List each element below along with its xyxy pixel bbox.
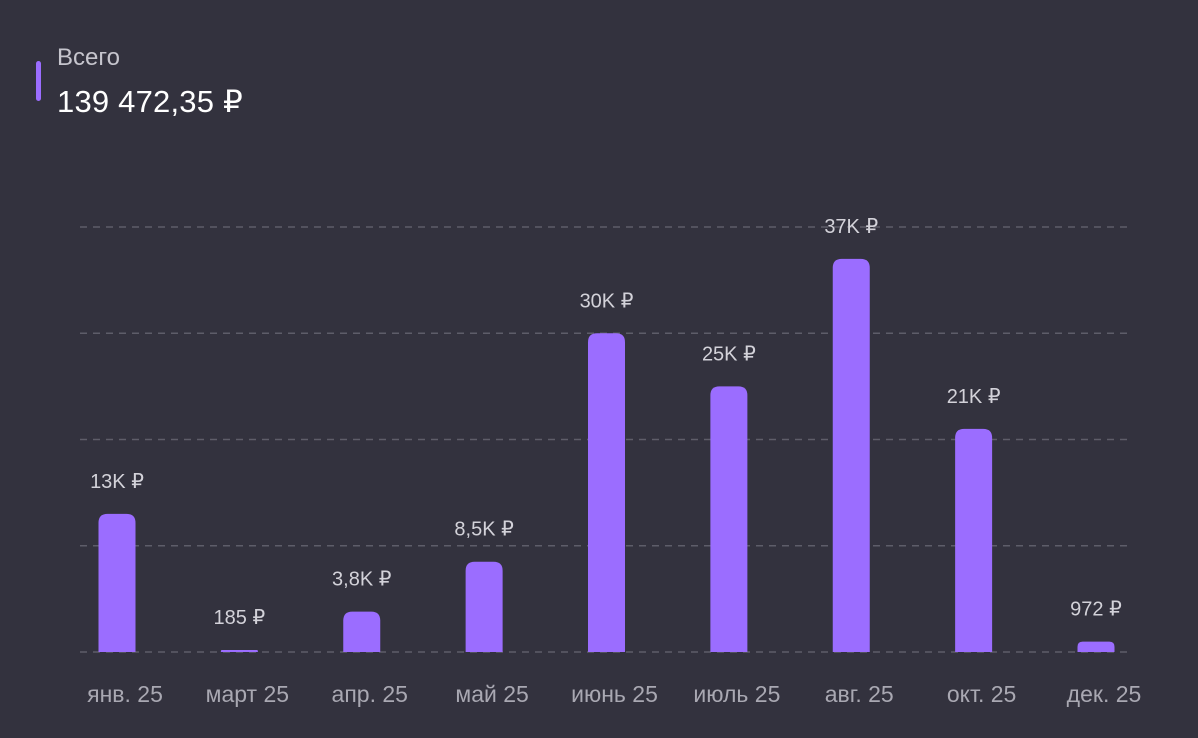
x-tick-label-7: окт. 25 [947, 681, 1016, 707]
legend-total-value: 139 472,35 ₽ [57, 84, 243, 119]
x-tick-label-2: апр. 25 [332, 681, 408, 707]
x-tick-label-8: дек. 25 [1067, 681, 1142, 707]
x-tick-label-1: март 25 [206, 681, 289, 707]
legend-label: Всего [57, 44, 120, 71]
bar-7[interactable] [955, 428, 993, 652]
x-tick-label-3: май 25 [455, 681, 528, 707]
data-label-6: 37K ₽ [824, 216, 878, 238]
data-label-5: 25K ₽ [702, 343, 756, 365]
data-label-2: 3,8K ₽ [332, 569, 392, 591]
data-label-1: 185 ₽ [214, 607, 266, 629]
x-tick-label-5: июль 25 [693, 681, 780, 707]
data-label-3: 8,5K ₽ [454, 519, 514, 541]
data-label-8: 972 ₽ [1070, 599, 1122, 621]
bar-1[interactable] [220, 650, 258, 652]
bar-6[interactable] [832, 258, 870, 652]
x-tick-label-4: июнь 25 [571, 681, 658, 707]
legend-color-marker [36, 61, 41, 101]
bar-5[interactable] [710, 386, 748, 652]
data-label-0: 13K ₽ [90, 471, 144, 493]
bar-8[interactable] [1077, 641, 1115, 652]
x-tick-label-6: авг. 25 [825, 681, 894, 707]
bar-4[interactable] [588, 333, 625, 652]
data-label-7: 21K ₽ [947, 386, 1001, 408]
x-tick-label-0: янв. 25 [87, 681, 163, 707]
bar-3[interactable] [465, 561, 503, 652]
data-label-4: 30K ₽ [580, 290, 634, 312]
bar-2[interactable] [343, 611, 381, 652]
bar-0[interactable] [98, 513, 136, 652]
